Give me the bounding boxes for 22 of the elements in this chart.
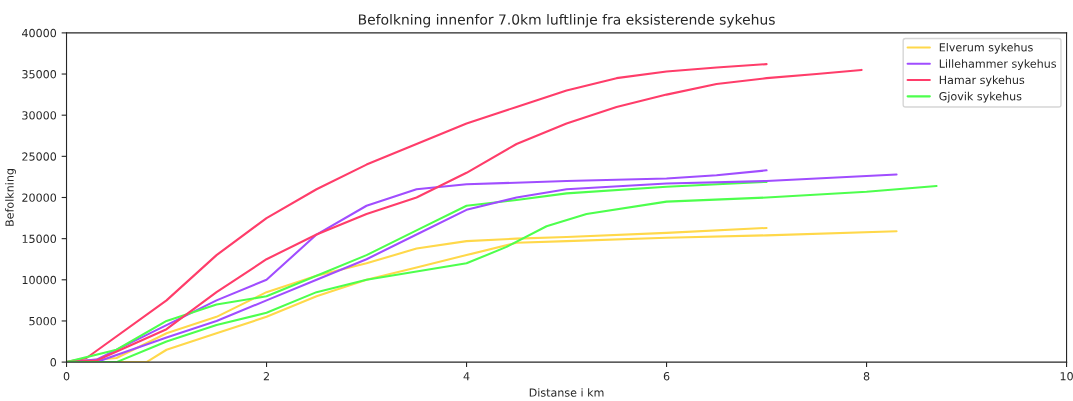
y-tick-label: 35000 (22, 70, 57, 79)
y-tick-label: 15000 (22, 234, 57, 244)
x-tick-label: 4 (463, 372, 470, 381)
x-tick-label: 0 (63, 372, 70, 381)
chart-title: Befolkning innenfor 7.0km luftlinje fra eksisterende sykehus (358, 14, 775, 28)
y-tick-label: 40000 (22, 28, 57, 38)
y-tick-label: 30000 (22, 111, 57, 120)
legend-label: Gjovik sykehus (939, 91, 1022, 103)
x-tick-label: 10 (1060, 372, 1073, 381)
legend-label: Hamar sykehus (939, 75, 1025, 87)
y-tick-label: 25000 (22, 152, 57, 161)
y-tick-label: 5000 (29, 316, 57, 326)
y-axis-title: Befolkning (5, 169, 16, 226)
y-tick-label: 20000 (22, 193, 57, 202)
legend-label: Lillehammer sykehus (939, 59, 1057, 70)
x-tick-label: 6 (663, 372, 670, 381)
y-tick-label: 0 (50, 358, 57, 367)
x-tick-label: 8 (863, 372, 870, 381)
x-tick-label: 2 (263, 372, 269, 381)
x-axis-title: Distanse i km (529, 388, 604, 397)
legend-label: Elverum sykehus (939, 42, 1033, 54)
y-tick-label: 10000 (22, 275, 57, 285)
